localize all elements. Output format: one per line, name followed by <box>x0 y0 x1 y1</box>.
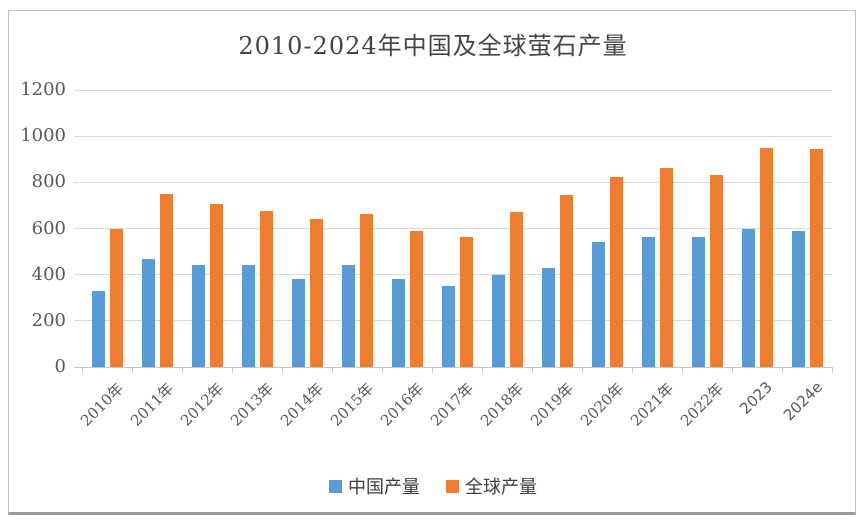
bar-中国产量-2021年 <box>641 236 655 367</box>
bar-全球产量-2012年 <box>209 204 223 367</box>
bar-全球产量-2019年 <box>559 195 573 367</box>
bar-group-2013年 <box>232 90 282 367</box>
x-axis-tick <box>682 367 683 373</box>
x-axis-tick <box>582 367 583 373</box>
x-axis-tick <box>432 367 433 373</box>
x-axis-tick <box>282 367 283 373</box>
bar-中国产量-2012年 <box>191 265 205 367</box>
x-axis-tick <box>82 367 83 373</box>
gridline-y-1200 <box>74 89 832 91</box>
plot-area <box>74 89 833 373</box>
bar-中国产量-2015年 <box>341 265 355 367</box>
bar-group-2016年 <box>382 90 432 367</box>
gridline-y-600 <box>74 228 832 229</box>
x-axis-tick <box>382 367 383 373</box>
bar-group-2010年 <box>82 90 132 367</box>
x-axis-tick <box>782 367 783 373</box>
legend-label-china: 中国产量 <box>348 477 420 498</box>
legend-swatch-china <box>329 479 342 493</box>
bar-group-2023 <box>732 90 782 367</box>
bar-全球产量-2015年 <box>359 213 373 367</box>
bar-group-2014年 <box>282 90 332 367</box>
bar-全球产量-2018年 <box>509 212 523 367</box>
x-axis-tick <box>732 367 733 373</box>
y-axis-label-600: 600 <box>31 217 66 239</box>
bar-group-2024e <box>782 90 832 367</box>
bar-group-2021年 <box>632 90 682 367</box>
bar-全球产量-2022年 <box>709 175 723 367</box>
bar-全球产量-2023 <box>759 147 773 367</box>
x-axis-tick <box>532 367 533 373</box>
x-axis-tick <box>232 367 233 373</box>
bar-全球产量-2021年 <box>659 168 673 367</box>
bar-中国产量-2024e <box>791 230 805 367</box>
bar-全球产量-2016年 <box>409 230 423 367</box>
x-axis-tick <box>832 367 833 373</box>
bar-全球产量-2024e <box>809 148 823 367</box>
bar-中国产量-2019年 <box>541 267 555 367</box>
legend-label-global: 全球产量 <box>465 477 537 498</box>
bar-中国产量-2020年 <box>591 242 605 367</box>
bar-group-2015年 <box>332 90 382 367</box>
bar-全球产量-2010年 <box>109 228 123 367</box>
y-axis-label-800: 800 <box>31 171 66 193</box>
bar-全球产量-2014年 <box>309 219 323 367</box>
bar-group-2020年 <box>582 90 632 367</box>
bar-group-2022年 <box>682 90 732 367</box>
bar-中国产量-2013年 <box>241 265 255 367</box>
bar-group-2011年 <box>132 90 182 367</box>
y-axis-label-1200: 1200 <box>20 79 66 100</box>
bar-中国产量-2011年 <box>141 258 155 367</box>
y-axis-label-400: 400 <box>31 263 66 285</box>
bar-中国产量-2010年 <box>91 290 105 367</box>
x-axis-tick <box>632 367 633 373</box>
legend-item-china: 中国产量 <box>329 473 420 499</box>
bar-group-2017年 <box>432 90 482 367</box>
x-axis-tick <box>482 367 483 373</box>
gridline-y-400 <box>74 274 832 276</box>
bar-中国产量-2018年 <box>491 274 505 367</box>
chart-legend: 中国产量 全球产量 <box>0 473 866 499</box>
y-axis-label-1000: 1000 <box>20 125 66 147</box>
gridline-y-800 <box>74 181 832 183</box>
chart-title: 2010-2024年中国及全球萤石产量 <box>238 32 628 60</box>
bar-group-2018年 <box>482 90 532 367</box>
bar-中国产量-2016年 <box>391 279 405 367</box>
bar-group-2012年 <box>182 90 232 367</box>
bar-全球产量-2020年 <box>609 176 623 367</box>
x-axis-line <box>74 366 832 368</box>
gridline-y-1000 <box>74 135 832 137</box>
bar-全球产量-2017年 <box>459 236 473 367</box>
bar-group-2019年 <box>532 90 582 367</box>
x-axis-tick <box>332 367 333 373</box>
bar-中国产量-2017年 <box>441 286 455 367</box>
legend-swatch-global <box>446 479 459 493</box>
bar-中国产量-2022年 <box>691 236 705 367</box>
x-axis-tick <box>182 367 183 373</box>
x-axis-tick <box>132 367 133 373</box>
bar-中国产量-2023 <box>741 228 755 367</box>
bar-全球产量-2013年 <box>259 211 273 367</box>
legend-item-global: 全球产量 <box>446 473 537 499</box>
bar-全球产量-2011年 <box>159 193 173 367</box>
bar-中国产量-2014年 <box>291 279 305 367</box>
y-axis-label-0: 0 <box>54 356 66 377</box>
y-axis-label-200: 200 <box>31 309 66 331</box>
